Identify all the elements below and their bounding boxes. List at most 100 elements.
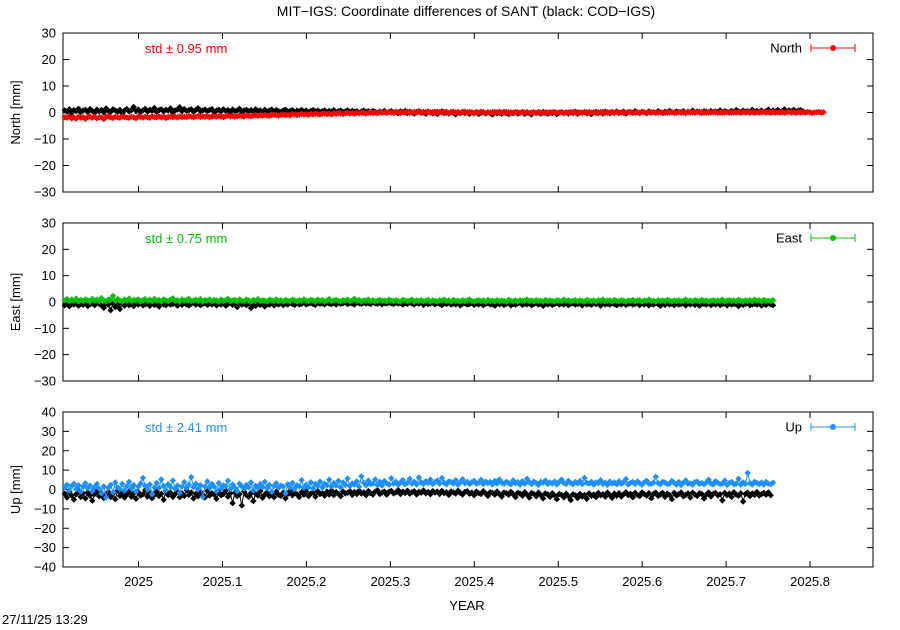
data-point (282, 495, 289, 502)
data-point (613, 302, 620, 309)
data-point (664, 490, 671, 497)
data-point (162, 487, 170, 494)
data-point (82, 480, 89, 487)
data-point (562, 480, 570, 488)
data-point (89, 114, 96, 121)
data-point (353, 478, 360, 485)
data-point (197, 482, 204, 489)
data-point (528, 480, 535, 488)
data-point (739, 498, 747, 505)
data-point (369, 480, 377, 487)
data-point (337, 493, 344, 500)
data-point (132, 108, 140, 115)
data-point (625, 492, 632, 499)
data-point (374, 110, 381, 117)
data-point (590, 481, 597, 488)
legend-marker (830, 424, 836, 430)
data-point (107, 108, 114, 116)
data-point (61, 302, 68, 309)
data-point (247, 479, 255, 486)
data-point (705, 489, 712, 496)
data-point (668, 496, 676, 503)
data-point (326, 476, 333, 483)
data-point (224, 300, 232, 308)
data-point (178, 296, 186, 303)
data-point (629, 478, 636, 486)
data-point (721, 477, 728, 484)
data-point (73, 115, 80, 122)
data-point (710, 297, 717, 304)
data-point (703, 491, 710, 498)
data-point (602, 479, 609, 486)
y-tick-label: −10 (34, 501, 56, 516)
data-point (585, 490, 593, 497)
data-point (516, 490, 524, 497)
data-point (280, 483, 287, 490)
data-point (102, 494, 110, 501)
data-point (259, 483, 266, 491)
data-point (174, 482, 181, 489)
data-point (597, 477, 604, 484)
data-point (762, 491, 770, 498)
data-point (188, 473, 195, 481)
data-point (650, 479, 657, 486)
legend-marker (830, 235, 836, 241)
data-point (641, 301, 648, 308)
data-point (608, 494, 616, 501)
data-point (710, 481, 717, 488)
data-point (539, 298, 547, 305)
data-point (648, 495, 655, 502)
data-point (82, 495, 89, 502)
y-tick-label: −30 (34, 540, 56, 555)
data-point (597, 492, 604, 499)
x-tick-label: 2025 (124, 574, 153, 589)
data-point (698, 479, 705, 487)
data-point (96, 298, 103, 305)
data-point (636, 297, 643, 304)
x-tick-label: 2025.8 (790, 574, 830, 589)
legend-symbol (810, 234, 856, 242)
legend-symbol (810, 44, 856, 52)
y-tick-label: 10 (42, 463, 56, 478)
data-point (222, 483, 229, 490)
y-tick-label: −30 (34, 374, 56, 389)
data-point (703, 479, 710, 486)
data-point (737, 481, 744, 488)
data-point (178, 483, 186, 490)
data-point (687, 301, 694, 308)
data-point (620, 478, 627, 486)
data-point (158, 490, 165, 497)
data-point (652, 473, 659, 480)
data-point (521, 489, 528, 496)
data-point (514, 478, 521, 486)
data-point (682, 477, 689, 484)
data-point (190, 108, 197, 115)
data-point (689, 298, 696, 305)
y-tick-label: 40 (42, 405, 56, 420)
data-point (77, 488, 84, 495)
data-point (666, 480, 673, 487)
data-point (537, 297, 544, 304)
data-point (155, 484, 163, 492)
data-point (167, 483, 174, 491)
data-point (148, 491, 156, 498)
data-point (579, 302, 586, 309)
data-point (579, 480, 586, 488)
data-point (687, 297, 694, 304)
data-point (273, 106, 280, 114)
data-point (728, 493, 735, 501)
data-point (215, 479, 222, 487)
data-point (66, 487, 73, 494)
x-tick-label: 2025.7 (706, 574, 746, 589)
data-point (105, 488, 112, 495)
data-point (344, 475, 351, 482)
y-tick-label: 0 (49, 105, 56, 120)
series-cod-igs (61, 486, 774, 509)
data-point (436, 480, 443, 487)
data-point (643, 477, 650, 484)
data-point (726, 490, 733, 497)
data-point (514, 298, 521, 305)
y-tick-label: 0 (49, 295, 56, 310)
data-point (556, 478, 563, 486)
x-tick-label: 2025.5 (538, 574, 578, 589)
